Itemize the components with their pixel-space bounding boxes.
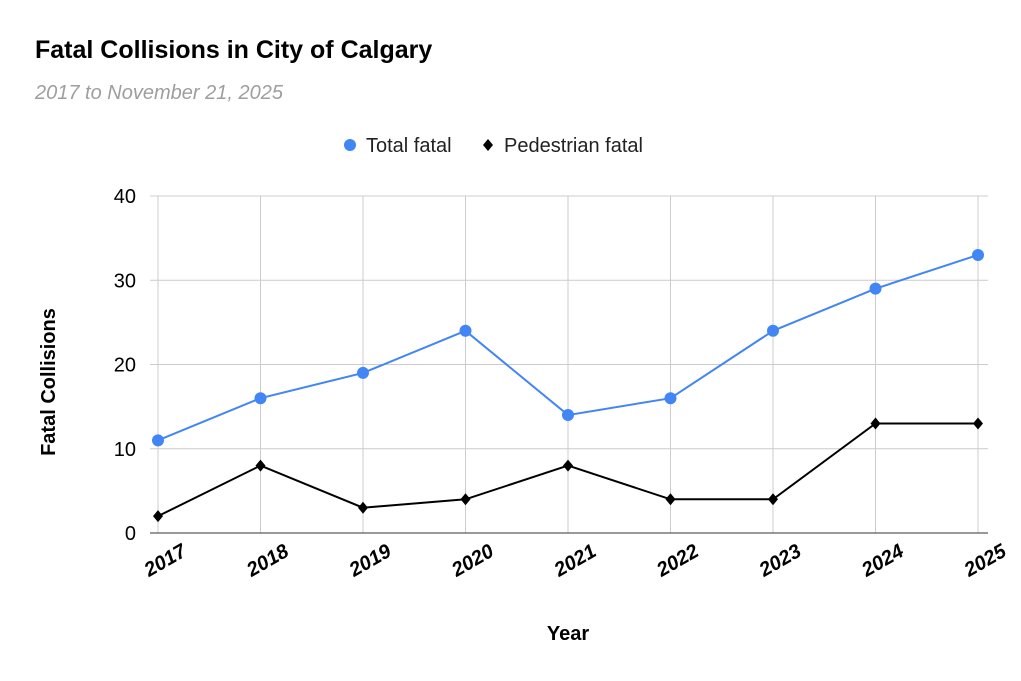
legend-marker-diamond [483, 139, 493, 151]
axis-labels: 0 10 20 30 40 2017 2018 2019 2020 2021 2022 2023 202… [38, 186, 1011, 645]
data-point [459, 324, 472, 337]
data-point [255, 459, 266, 472]
data-point [664, 392, 677, 405]
legend: Total fatal Pedestrian fatal [344, 135, 643, 157]
data-point [973, 417, 983, 430]
data-point [562, 409, 574, 422]
series-group [152, 248, 984, 523]
data-point [972, 248, 984, 261]
data-point [665, 493, 676, 506]
data-point [869, 282, 882, 295]
legend-marker-circle [344, 139, 356, 151]
x-tick-label: 2025 [960, 540, 1011, 582]
chart-subtitle: 2017 to November 21, 2025 [35, 82, 283, 104]
y-tick-label: 10 [114, 439, 136, 461]
x-tick-label: 2017 [140, 540, 191, 582]
data-point [767, 324, 779, 337]
x-tick-label: 2018 [242, 540, 293, 582]
y-tick-label: 0 [125, 523, 136, 545]
chart-title: Fatal Collisions in City of Calgary [35, 36, 433, 64]
x-tick-label: 2021 [550, 540, 600, 582]
x-axis-title: Year [547, 623, 589, 645]
data-point [460, 493, 471, 506]
x-tick-label: 2019 [345, 540, 396, 582]
data-point [153, 510, 163, 523]
x-tick-label: 2022 [652, 540, 702, 582]
data-point [152, 434, 164, 447]
data-point [870, 417, 881, 430]
x-tick-label: 2020 [447, 540, 497, 582]
y-tick-label: 20 [114, 355, 136, 377]
data-point [768, 493, 778, 506]
x-tick-label: 2023 [755, 540, 805, 582]
legend-label: Pedestrian fatal [504, 135, 643, 157]
gridlines [150, 195, 988, 534]
data-point [357, 366, 369, 379]
x-tick-label: 2024 [857, 540, 907, 582]
data-point [254, 392, 267, 405]
y-axis-title: Fatal Collisions [38, 308, 60, 456]
data-point [563, 459, 573, 472]
y-tick-label: 30 [114, 270, 136, 292]
data-point [358, 501, 368, 514]
legend-label: Total fatal [366, 135, 452, 157]
y-tick-label: 40 [114, 186, 136, 208]
